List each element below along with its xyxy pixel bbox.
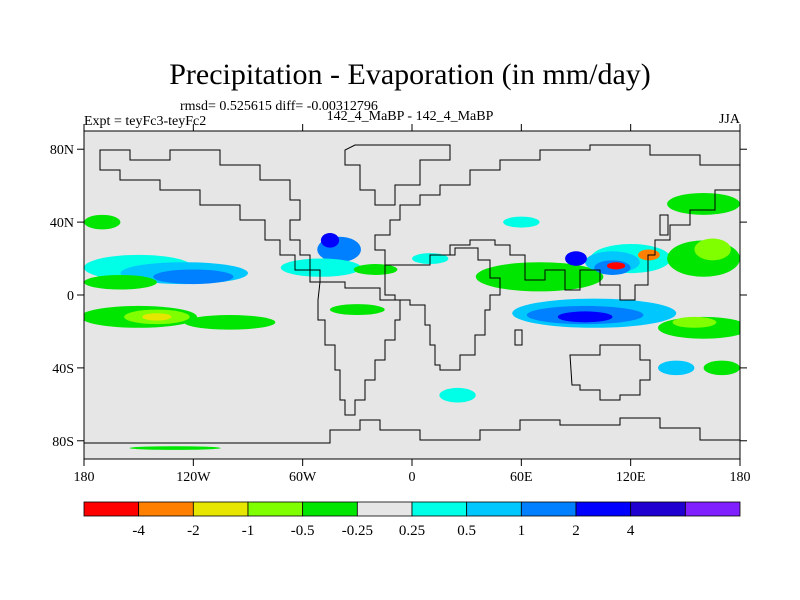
coastline-madagascar — [514, 329, 523, 346]
field-patch-20 — [565, 251, 587, 266]
field-patch-14 — [475, 262, 604, 292]
map-background — [84, 131, 740, 459]
y-tick-label-1: 40N — [50, 216, 74, 231]
colorbar-label-8: 2 — [572, 523, 580, 539]
axes: 180 120W 60W 0 60E 120E 180 80N 40N 0 40S 80S — [50, 124, 751, 485]
colorbar-box-1 — [138, 501, 194, 517]
coastline-africa — [384, 247, 501, 371]
colorbar-label-4: -0.25 — [342, 523, 373, 539]
field-patch-2 — [153, 269, 234, 285]
field-patch-33 — [503, 216, 540, 228]
colorbar-label-1: -2 — [187, 523, 200, 539]
coastline-north-america — [99, 149, 321, 283]
x-tick-label-4: 60E — [510, 470, 533, 485]
field-patch-30 — [703, 360, 740, 376]
field-patch-26 — [557, 311, 613, 323]
coastline-south-america — [317, 281, 401, 416]
season-label: JJA — [719, 112, 741, 127]
coastline-eurasia — [374, 144, 740, 301]
colorbar-label-2: -1 — [242, 523, 255, 539]
colorbar-box-3 — [247, 501, 304, 517]
colorbar-label-9: 4 — [627, 523, 635, 539]
colorbar-label-3: -0.5 — [291, 523, 315, 539]
colorbar-box-0 — [83, 501, 140, 517]
field-patch-22 — [694, 238, 731, 261]
colorbar-label-6: 0.5 — [457, 523, 476, 539]
y-tick-label-3: 40S — [52, 362, 74, 377]
colorbar-box-9 — [575, 501, 632, 517]
field-patch-8 — [84, 214, 121, 230]
colorbar-label-7: 1 — [518, 523, 526, 539]
field-patch-11 — [280, 258, 361, 277]
field-patch-32 — [129, 446, 221, 450]
colorbar-box-4 — [302, 501, 358, 517]
colorbar-box-10 — [630, 501, 686, 517]
field-patch-12 — [353, 264, 398, 275]
coastline-australia — [569, 344, 651, 401]
colorbar-box-8 — [520, 501, 577, 517]
x-tick-label-2: 60W — [289, 470, 317, 485]
field-patch-29 — [658, 360, 695, 376]
field-patch-6 — [142, 313, 172, 321]
field-patch-3 — [84, 274, 157, 290]
y-tick-label-4: 80S — [52, 435, 74, 450]
colorbar-box-11 — [684, 501, 741, 517]
stats-label: rmsd= 0.525615 diff= -0.00312796 — [180, 99, 378, 114]
field-patch-13 — [330, 304, 385, 316]
field-patch-31 — [439, 387, 476, 403]
field-patch-23 — [667, 192, 740, 215]
y-tick-label-0: 80N — [50, 143, 74, 158]
field-patch-7 — [184, 315, 276, 330]
field-patch-10 — [320, 233, 340, 248]
x-tick-label-0: 180 — [74, 470, 95, 485]
colorbar-box-5 — [356, 501, 413, 517]
colorbar-box-2 — [192, 501, 249, 517]
coastline-greenland — [344, 144, 451, 206]
x-tick-label-1: 120W — [176, 470, 211, 485]
x-tick-label-5: 120E — [616, 470, 646, 485]
field-patch-28 — [672, 316, 717, 328]
case-label: 142_4_MaBP - 142_4_MaBP — [327, 109, 494, 124]
field-patch-18 — [606, 262, 626, 270]
x-tick-label-3: 0 — [409, 470, 416, 485]
colorbar-label-5: 0.25 — [399, 523, 425, 539]
chart-title: Precipitation - Evaporation (in mm/day) — [169, 58, 651, 91]
y-tick-label-2: 0 — [67, 289, 74, 304]
coastlines — [84, 144, 740, 444]
colorbar-box-7 — [466, 501, 522, 517]
colorbar-label-0: -4 — [132, 523, 145, 539]
coastline-japan — [659, 214, 669, 236]
colorbar-box-6 — [411, 501, 468, 517]
coastline-antarctica — [84, 417, 740, 444]
colorbar: -4 -2 -1 -0.5 -0.25 0.25 0.5 1 2 4 — [83, 501, 741, 539]
expt-label: Expt = teyFc3-teyFc2 — [84, 114, 206, 129]
field-patches — [84, 192, 740, 450]
x-tick-label-6: 180 — [730, 470, 751, 485]
